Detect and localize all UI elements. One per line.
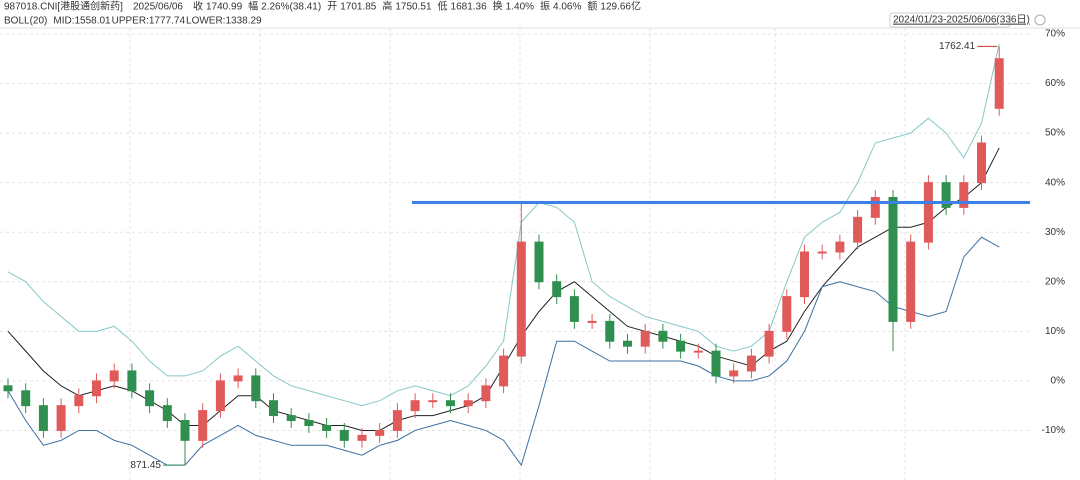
header-item: 换 bbox=[493, 0, 503, 13]
candle-body bbox=[74, 395, 84, 407]
candle-body bbox=[923, 182, 933, 243]
candle-body bbox=[92, 380, 101, 397]
candle-body bbox=[198, 410, 208, 441]
candle-body bbox=[906, 241, 916, 322]
candle-body bbox=[676, 340, 686, 352]
header-item: 开 bbox=[327, 2, 337, 13]
candle-body bbox=[605, 320, 615, 342]
candle-body bbox=[162, 405, 172, 422]
indicator-item: UPPER:1777.74 bbox=[112, 16, 186, 27]
candle-body bbox=[587, 320, 597, 323]
candle-body bbox=[941, 182, 951, 208]
candle-body bbox=[127, 370, 137, 392]
header-item: 额 bbox=[587, 0, 597, 13]
candle-body bbox=[959, 182, 969, 208]
candle-body bbox=[729, 370, 739, 377]
header-item: 1681.36 bbox=[451, 2, 488, 13]
candle-body bbox=[870, 197, 880, 218]
y-tick-label: 70% bbox=[1045, 29, 1065, 40]
boll-line bbox=[7, 43, 1000, 407]
candle-body bbox=[516, 241, 526, 357]
y-tick-label: 30% bbox=[1045, 227, 1065, 238]
header-item: 129.66亿 bbox=[600, 0, 641, 13]
date-range-box[interactable] bbox=[889, 12, 1011, 28]
header-item: 1701.85 bbox=[340, 2, 377, 13]
candle-body bbox=[233, 375, 243, 382]
candle-body bbox=[109, 370, 119, 382]
y-tick-label: 20% bbox=[1045, 276, 1065, 287]
date-range[interactable]: 2024/01/23-2025/06/06(336日) bbox=[893, 15, 1030, 26]
candle-body bbox=[322, 424, 332, 431]
candle-body bbox=[499, 355, 509, 387]
candle-body bbox=[269, 400, 278, 417]
header-item: 幅 bbox=[248, 0, 258, 13]
candle-body bbox=[640, 330, 650, 347]
candle-body bbox=[994, 58, 1004, 109]
candle-body bbox=[145, 390, 155, 407]
header-item: 4.06% bbox=[553, 2, 581, 13]
candle-body bbox=[304, 420, 314, 426]
candle-body bbox=[552, 281, 562, 298]
annotation: 1762.41 bbox=[939, 41, 976, 52]
header-item: 2.26%(38.41) bbox=[261, 2, 321, 13]
candle-body bbox=[569, 296, 579, 322]
candle-body bbox=[693, 350, 703, 353]
candle-body bbox=[392, 410, 402, 431]
candle-body bbox=[56, 405, 66, 431]
header-item: 收 bbox=[193, 0, 203, 13]
y-tick-label: -10% bbox=[1042, 425, 1065, 436]
candle-body bbox=[286, 415, 296, 422]
indicator-item: BOLL(20) bbox=[4, 16, 47, 27]
candle-body bbox=[800, 251, 809, 298]
candle-body bbox=[3, 385, 13, 392]
y-tick-label: 0% bbox=[1051, 376, 1066, 387]
header-item: 987018.CNI[港股通创新药] bbox=[4, 0, 123, 13]
candle-body bbox=[853, 216, 863, 243]
candle-body bbox=[339, 429, 349, 441]
y-tick-label: 50% bbox=[1045, 128, 1065, 139]
header-item: 振 bbox=[540, 0, 550, 13]
candle-body bbox=[410, 400, 420, 412]
indicator-item: LOWER:1338.29 bbox=[186, 16, 262, 27]
candle-body bbox=[658, 330, 668, 342]
header-item: 2025/06/06 bbox=[133, 2, 183, 13]
header-item: 高 bbox=[382, 0, 392, 13]
candle-body bbox=[835, 241, 845, 253]
candle-body bbox=[623, 340, 632, 347]
settings-icon[interactable] bbox=[1034, 14, 1046, 26]
candle-body bbox=[746, 355, 756, 372]
candle-body bbox=[711, 350, 721, 377]
indicator-item: MID:1558.01 bbox=[53, 16, 111, 27]
candle-body bbox=[977, 142, 986, 184]
y-tick-label: 60% bbox=[1045, 78, 1065, 89]
annotation: 871.45 bbox=[130, 460, 161, 471]
candle-body bbox=[446, 400, 455, 407]
candle-body bbox=[782, 296, 792, 332]
candle-body bbox=[180, 420, 190, 441]
y-tick-label: 10% bbox=[1045, 326, 1065, 337]
header-item: 1740.99 bbox=[206, 2, 243, 13]
candle-body bbox=[357, 434, 367, 441]
candle-body bbox=[375, 429, 385, 436]
candle-body bbox=[215, 380, 225, 412]
candle-body bbox=[463, 400, 473, 407]
header-item: 低 bbox=[438, 0, 448, 13]
candle-body bbox=[428, 400, 438, 403]
candle-body bbox=[251, 375, 261, 402]
candle-body bbox=[817, 251, 827, 254]
header-item: 1.40% bbox=[506, 2, 534, 13]
candle-body bbox=[764, 330, 774, 357]
candle-body bbox=[481, 385, 491, 402]
candle-body bbox=[21, 390, 31, 407]
header-item: 1750.51 bbox=[395, 2, 432, 13]
candle-body bbox=[534, 241, 544, 283]
candle-body bbox=[888, 197, 898, 322]
candle-body bbox=[38, 405, 48, 431]
y-tick-label: 40% bbox=[1045, 177, 1065, 188]
